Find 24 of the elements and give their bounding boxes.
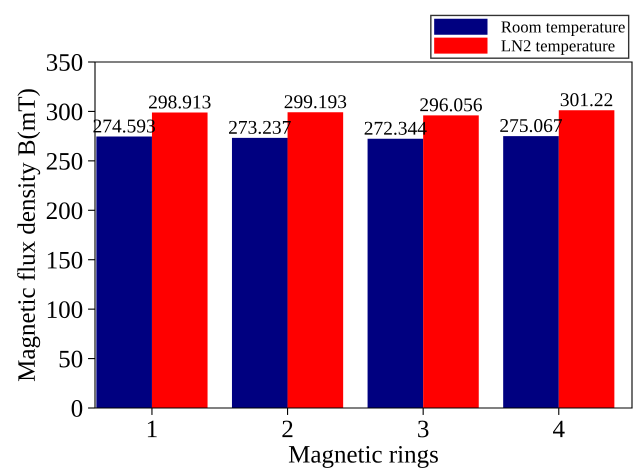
y-tick-label: 0 [72, 400, 82, 417]
legend-label: Room temperature [501, 21, 625, 36]
bar [96, 136, 152, 408]
y-tick-label: 100 [48, 301, 82, 318]
bar [368, 138, 424, 408]
data-label: 296.056 [420, 98, 482, 112]
data-label: 299.193 [284, 95, 346, 108]
y-axis-title: Magnetic flux density B(mT) [17, 89, 40, 382]
x-tick-label: 4 [553, 420, 565, 438]
x-tick-label: 2 [282, 420, 292, 438]
y-tick-label: 50 [60, 350, 82, 368]
x-tick-label: 3 [418, 420, 428, 438]
x-axis-title: Magnetic rings [288, 446, 438, 468]
y-tick-label: 300 [46, 103, 82, 120]
y-tick-label: 150 [48, 252, 82, 269]
y-tick-label: 200 [46, 202, 82, 220]
y-tick-label: 350 [46, 54, 82, 71]
bar [503, 136, 559, 408]
data-label: 298.913 [149, 95, 211, 109]
bar [232, 138, 288, 408]
data-label: 301.22 [560, 93, 612, 106]
legend-label: LN2 temperature [501, 40, 615, 55]
y-tick-label: 250 [46, 152, 82, 170]
x-tick-label: 1 [148, 420, 157, 438]
